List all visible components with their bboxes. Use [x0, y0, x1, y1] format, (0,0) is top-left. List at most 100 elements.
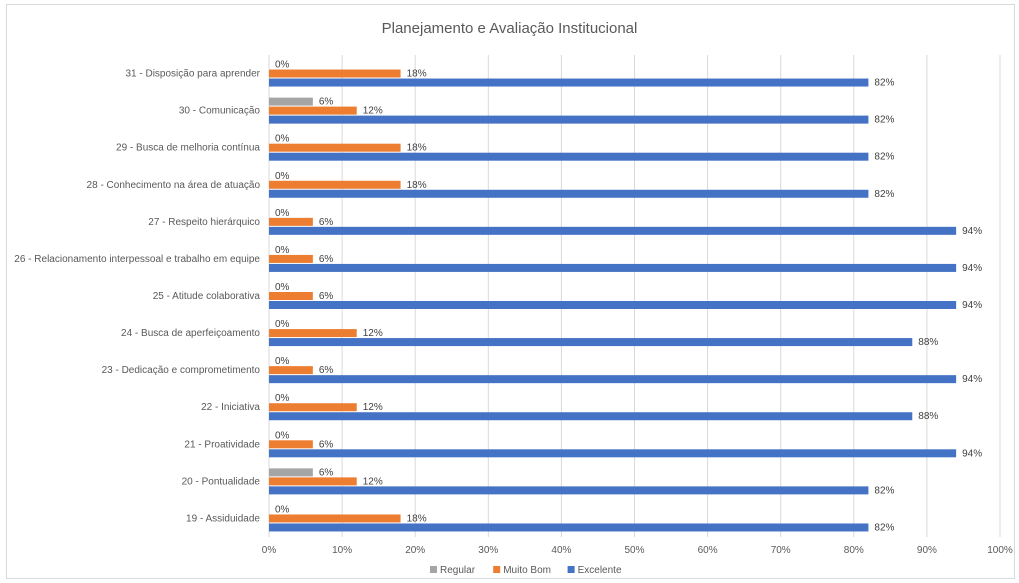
legend-label: Excelente	[578, 565, 622, 576]
x-tick-label: 0%	[262, 545, 277, 556]
data-label: 12%	[363, 476, 383, 487]
data-label: 18%	[407, 513, 427, 524]
data-label: 6%	[319, 439, 334, 450]
data-label: 12%	[363, 328, 383, 339]
bar-muito-bom	[269, 254, 313, 263]
data-label: 0%	[275, 171, 290, 182]
bar-muito-bom	[269, 514, 401, 523]
bar-excelente	[269, 263, 957, 272]
data-label: 94%	[962, 300, 982, 311]
data-label: 0%	[275, 393, 290, 404]
data-label: 88%	[918, 411, 938, 422]
x-tick-label: 80%	[844, 545, 864, 556]
data-label: 6%	[319, 254, 334, 265]
bar-muito-bom	[269, 143, 401, 152]
bar-excelente	[269, 338, 913, 347]
data-label: 0%	[275, 60, 290, 71]
bar-excelente	[269, 301, 957, 309]
data-label: 94%	[962, 263, 982, 274]
category-label: 25 - Atitude colaborativa	[153, 291, 261, 302]
bar-regular	[269, 468, 313, 477]
bar-regular	[269, 97, 313, 106]
data-label: 6%	[319, 217, 334, 228]
x-tick-label: 40%	[551, 545, 571, 556]
bar-excelente	[269, 375, 957, 384]
legend-swatch	[430, 566, 437, 573]
legend-swatch	[493, 566, 501, 573]
data-label: 18%	[407, 180, 427, 191]
data-label: 12%	[363, 402, 383, 413]
bar-muito-bom	[269, 217, 313, 226]
data-label: 94%	[962, 374, 982, 385]
legend-swatch	[567, 566, 575, 573]
bar-muito-bom	[269, 403, 357, 412]
data-label: 82%	[874, 189, 894, 200]
data-label: 0%	[275, 319, 290, 330]
data-label: 88%	[918, 337, 938, 348]
category-label: 26 - Relacionamento interpessoal e traba…	[14, 254, 260, 265]
data-label: 6%	[319, 291, 334, 302]
data-label: 82%	[874, 115, 894, 126]
chart-title: Planejamento e Avaliação Institucional	[381, 20, 638, 37]
data-label: 0%	[275, 245, 290, 256]
bar-excelente	[269, 115, 869, 124]
data-label: 0%	[275, 208, 290, 219]
data-label: 94%	[962, 226, 982, 237]
bar-muito-bom	[269, 440, 313, 449]
data-label: 0%	[275, 430, 290, 441]
category-label: 20 - Pontualidade	[182, 476, 261, 487]
data-label: 82%	[874, 485, 894, 496]
x-tick-label: 70%	[771, 545, 791, 556]
data-label: 18%	[407, 69, 427, 80]
bar-muito-bom	[269, 69, 401, 78]
data-label: 0%	[275, 504, 290, 515]
x-tick-label: 90%	[917, 545, 937, 556]
data-label: 82%	[874, 522, 894, 533]
x-tick-label: 20%	[405, 545, 425, 556]
data-label: 94%	[962, 448, 982, 459]
x-tick-label: 100%	[987, 545, 1013, 556]
legend-label: Muito Bom	[503, 565, 551, 576]
x-tick-label: 50%	[624, 545, 644, 556]
data-label: 0%	[275, 282, 290, 293]
data-label: 82%	[874, 78, 894, 89]
chart-frame	[6, 4, 1015, 579]
x-tick-label: 30%	[478, 545, 498, 556]
bar-muito-bom	[269, 477, 357, 486]
data-label: 0%	[275, 134, 290, 145]
category-label: 19 - Assiduidade	[186, 513, 260, 524]
category-label: 21 - Proatividade	[184, 439, 260, 450]
category-label: 31 - Disposição para aprender	[125, 69, 260, 80]
data-label: 6%	[319, 365, 334, 376]
bar-excelente	[269, 523, 869, 532]
bar-excelente	[269, 412, 913, 421]
bar-excelente	[269, 486, 869, 495]
category-label: 28 - Conhecimento na área de atuação	[87, 180, 261, 191]
bar-excelente	[269, 78, 869, 87]
bar-muito-bom	[269, 366, 313, 375]
bar-excelente	[269, 449, 957, 458]
x-tick-label: 60%	[698, 545, 718, 556]
category-label: 30 - Comunicação	[179, 106, 261, 117]
bar-excelente	[269, 152, 869, 161]
bar-excelente	[269, 226, 957, 235]
x-tick-label: 10%	[332, 545, 352, 556]
category-label: 22 - Iniciativa	[201, 402, 260, 413]
category-label: 27 - Respeito hierárquico	[148, 217, 260, 228]
bar-excelente	[269, 189, 869, 198]
category-label: 29 - Busca de melhoria contínua	[116, 143, 260, 154]
legend-label: Regular	[440, 565, 476, 576]
data-label: 0%	[275, 356, 290, 367]
data-label: 6%	[319, 97, 334, 108]
bar-muito-bom	[269, 106, 357, 115]
bar-muito-bom	[269, 180, 401, 189]
data-label: 82%	[874, 152, 894, 163]
bar-muito-bom	[269, 329, 357, 338]
data-label: 12%	[363, 106, 383, 117]
category-label: 23 - Dedicação e comprometimento	[102, 365, 261, 376]
category-label: 24 - Busca de aperfeiçoamento	[121, 328, 260, 339]
bar-muito-bom	[269, 292, 313, 300]
data-label: 6%	[319, 467, 334, 478]
data-label: 18%	[407, 143, 427, 154]
